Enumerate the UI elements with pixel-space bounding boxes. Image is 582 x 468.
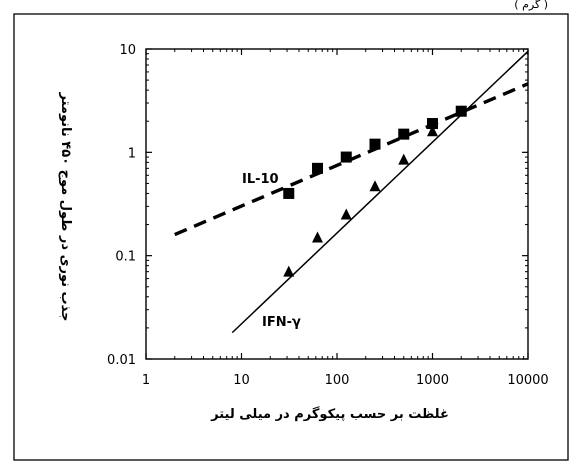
il10-point	[398, 128, 410, 140]
y-tick-label: 0.01	[107, 353, 136, 368]
ifn-gamma-point	[283, 265, 295, 277]
ifn-gamma-series-label: IFN-γ	[262, 315, 301, 330]
ifn-gamma-point	[312, 231, 324, 243]
y-axis-label: جذب نوری در طول موج ۴۵۰ نانومتر	[58, 92, 73, 322]
ifn-gamma-point	[455, 105, 467, 117]
ifn-gamma-point	[398, 153, 410, 165]
x-tick-label: 1	[142, 373, 150, 388]
ifn-gamma-point	[369, 180, 381, 192]
il10-point	[369, 138, 381, 150]
il10-point	[312, 162, 324, 174]
il10-point	[283, 187, 295, 199]
y-tick-label: 0.1	[115, 250, 136, 265]
x-tick-label: 100	[325, 373, 350, 388]
y-tick-label: 1	[128, 146, 136, 161]
il10-series-label: IL-10	[242, 172, 279, 187]
il10-point	[427, 118, 438, 130]
il10-point	[340, 151, 352, 163]
ifn-gamma-point	[340, 208, 352, 220]
x-axis-label: غلظت بر حسب پیکوگرم در میلی لیتر	[210, 406, 449, 422]
x-tick-label: 10	[233, 373, 250, 388]
y-tick-label: 10	[119, 43, 136, 58]
ifn-gamma-fit-line	[231, 50, 529, 334]
x-tick-label: 1000	[416, 373, 449, 388]
header-fragment: ( گرم )	[514, 0, 548, 11]
plot-area-frame	[145, 48, 529, 360]
outer-border	[13, 13, 569, 461]
ifn-gamma-point	[427, 125, 438, 137]
x-tick-label: 10000	[507, 373, 548, 388]
